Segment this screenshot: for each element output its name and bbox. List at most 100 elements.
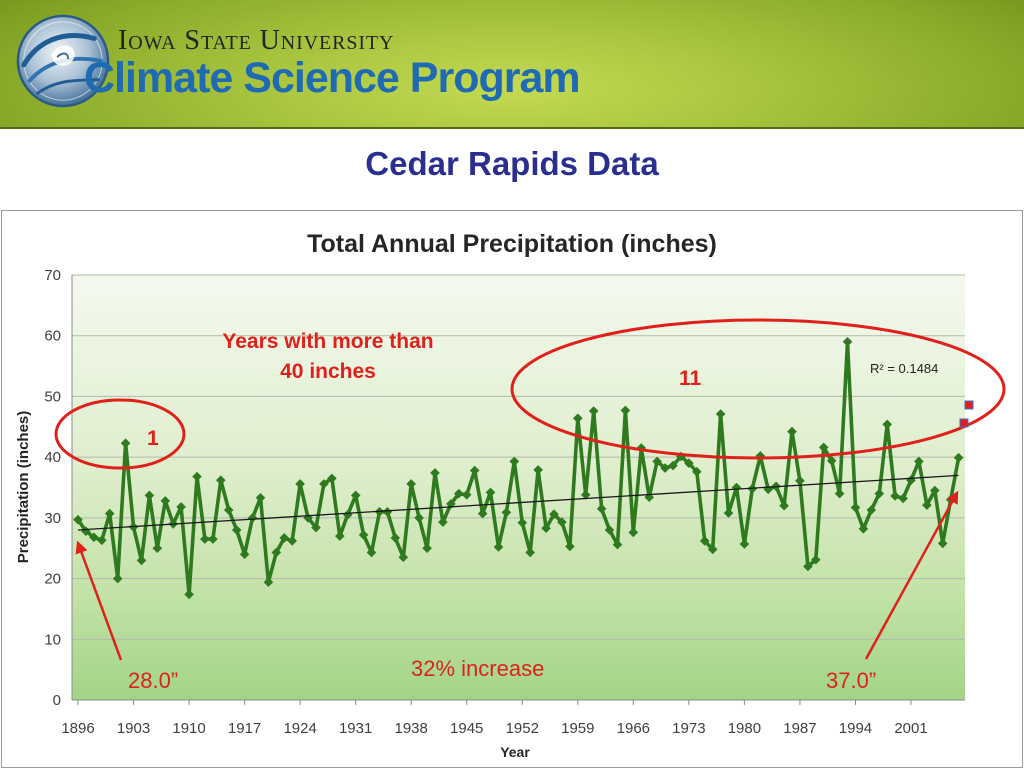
data-point [588, 406, 599, 416]
data-point [882, 419, 892, 430]
data-point [850, 502, 861, 513]
data-point [906, 475, 916, 485]
x-axis-ticks: 1896 1903 1910 1917 1924 1931 1938 1945 1952 1959… [61, 700, 928, 737]
data-point [136, 555, 147, 566]
x-tick-label: 1994 [839, 720, 872, 737]
data-point [104, 508, 115, 519]
x-tick-label: 1938 [395, 720, 428, 737]
data-point [327, 473, 337, 484]
late-count-label: 11 [679, 367, 702, 390]
data-point [366, 547, 377, 558]
university-name: Iowa State University [118, 25, 395, 56]
x-tick-label: 1952 [506, 720, 539, 737]
data-point [930, 485, 940, 496]
data-point [350, 490, 361, 501]
chart-title: Total Annual Precipitation (inches) [307, 230, 717, 258]
data-point [97, 535, 107, 546]
data-point [834, 488, 845, 499]
data-point [469, 465, 480, 476]
y-tick-label: 10 [44, 631, 61, 648]
data-point [454, 488, 464, 499]
data-point [112, 573, 123, 584]
data-point [398, 552, 409, 563]
data-point [517, 517, 528, 528]
data-point [239, 549, 250, 560]
x-tick-label: 1966 [617, 720, 650, 737]
data-point [668, 460, 678, 471]
data-point [342, 510, 353, 520]
data-point [723, 508, 734, 518]
data-point [414, 513, 424, 523]
data-point [390, 533, 401, 543]
callout-line-2: 40 inches [280, 360, 376, 383]
header-banner: Iowa State University Climate Science Pr… [0, 0, 1024, 129]
y-tick-label: 60 [44, 328, 61, 345]
data-point [858, 524, 869, 534]
data-point [596, 503, 607, 514]
data-point [818, 442, 829, 453]
data-point [628, 527, 639, 538]
data-point [493, 542, 504, 552]
data-point [223, 505, 234, 515]
data-point [461, 490, 472, 500]
data-point [779, 500, 789, 511]
data-point [866, 505, 877, 515]
data-point [684, 458, 694, 468]
data-point [922, 500, 932, 510]
x-axis-title: Year [500, 744, 530, 760]
data-point [319, 479, 329, 489]
data-point [247, 513, 258, 523]
data-point [660, 463, 670, 473]
x-tick-label: 1931 [339, 720, 372, 737]
y-tick-label: 40 [44, 449, 61, 466]
data-point [208, 534, 218, 544]
data-point [699, 536, 710, 546]
data-point [231, 525, 242, 535]
increase-label: 32% increase [411, 656, 545, 681]
data-point [446, 499, 456, 509]
x-tick-label: 1924 [283, 720, 316, 737]
x-tick-label: 1903 [117, 720, 150, 737]
start-value-label: 28.0” [128, 668, 179, 693]
callout-line-1: Years with more than [222, 330, 434, 353]
data-point [826, 456, 837, 466]
x-tick-label: 1896 [61, 720, 94, 737]
data-point [271, 547, 282, 558]
data-point [898, 493, 908, 504]
x-tick-label: 2001 [894, 720, 927, 737]
late-period-ellipse [510, 318, 1006, 460]
data-point [842, 337, 853, 347]
data-point [255, 493, 266, 503]
selection-handle-marker [964, 400, 974, 410]
x-tick-label: 1910 [172, 720, 205, 737]
data-point [438, 517, 448, 527]
data-point [557, 517, 567, 527]
trend-line [77, 474, 959, 531]
data-point [184, 589, 194, 600]
data-point [707, 544, 718, 555]
data-point [160, 496, 171, 506]
data-point [652, 456, 662, 467]
data-point [406, 479, 416, 489]
data-point [509, 456, 520, 467]
data-point [612, 539, 623, 550]
data-point [311, 522, 321, 533]
x-tick-label: 1980 [728, 720, 761, 737]
y-tick-label: 50 [44, 388, 61, 405]
data-point [739, 539, 750, 549]
x-tick-label: 1945 [450, 720, 483, 737]
y-axis-ticks: 0 10 20 30 40 50 60 70 [44, 267, 61, 709]
data-point [295, 479, 305, 489]
data-point [89, 532, 99, 543]
data-point [477, 508, 488, 519]
data-point [358, 530, 369, 540]
y-tick-label: 20 [44, 571, 61, 588]
data-point [692, 466, 702, 477]
data-point [541, 523, 551, 533]
data-point [604, 525, 615, 535]
start-value-arrow [75, 540, 123, 661]
data-point [192, 471, 202, 482]
data-point [216, 475, 226, 485]
early-count-label: 1 [147, 427, 159, 450]
